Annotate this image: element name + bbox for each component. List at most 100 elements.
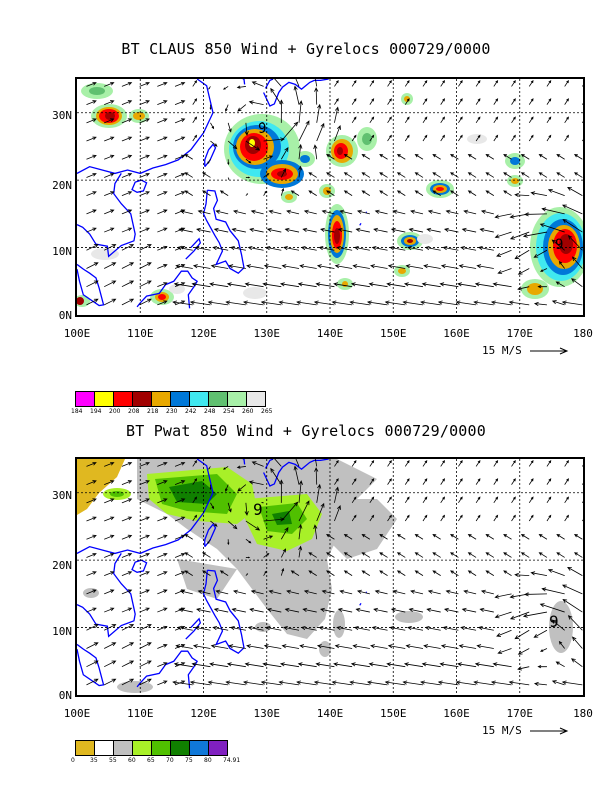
wind-vector-icon: [157, 625, 168, 631]
wind-vector-icon: [266, 227, 282, 233]
wind-vector-icon: [121, 81, 133, 87]
wind-vector-icon: [139, 461, 150, 467]
wind-vector-icon: [414, 154, 424, 160]
wind-vector-icon: [184, 190, 193, 196]
lon-label: 140E: [316, 707, 344, 720]
wind-vector-icon: [121, 678, 135, 686]
wind-vector-icon: [457, 662, 477, 668]
colorbar-swatch: [246, 391, 266, 407]
wind-vector-icon: [546, 496, 552, 504]
wind-vector-icon: [467, 534, 477, 540]
wind-vector-icon: [517, 268, 530, 275]
wind-vector-icon: [570, 278, 583, 288]
wind-vector-icon: [86, 498, 97, 504]
wind-vector-icon: [494, 231, 512, 239]
wind-vector-icon: [547, 188, 565, 197]
wind-vector-icon: [458, 644, 477, 649]
wind-vector-icon: [184, 552, 193, 558]
wind-vector-icon: [564, 459, 569, 467]
wind-vector-icon: [333, 282, 353, 288]
wind-vector-icon: [511, 514, 516, 522]
wind-vector-icon: [192, 496, 198, 504]
wind-vector-icon: [262, 662, 282, 668]
wind-vector-icon: [173, 662, 193, 668]
wind-vector-icon: [564, 496, 569, 504]
wind-vector-icon: [458, 98, 463, 105]
wind-vector-icon: [260, 680, 282, 686]
wind-vector-icon: [485, 534, 495, 540]
wind-vector-icon: [567, 186, 583, 196]
wind-vector-icon: [422, 496, 428, 504]
wind-vector-icon: [343, 534, 353, 540]
wind-vector-icon: [139, 607, 150, 613]
lat-label: 30N: [52, 109, 72, 122]
wind-vector-icon: [396, 190, 406, 196]
wind-vector-icon: [369, 134, 375, 142]
wind-vector-icon: [121, 571, 133, 577]
wind-vector-icon: [290, 190, 300, 196]
wind-vector-icon: [422, 514, 428, 522]
wind-vector-icon: [86, 262, 99, 269]
wind-vector-icon: [528, 98, 534, 105]
wind-vector-icon: [334, 478, 339, 485]
wind-vector-icon: [157, 282, 168, 288]
wind-vector-icon: [528, 514, 534, 522]
wind-vector-icon: [157, 589, 168, 595]
wind-vector-icon: [299, 264, 317, 269]
wind-vector-icon: [414, 190, 424, 196]
wind-vector-icon: [157, 662, 168, 668]
wind-vector-icon: [467, 190, 477, 196]
wind-vector-icon: [422, 134, 428, 142]
wind-vector-icon: [207, 159, 211, 165]
wind-vector-icon: [475, 496, 481, 504]
wind-vector-icon: [404, 134, 410, 142]
wind-vector-icon: [173, 282, 193, 288]
wind-vector-icon: [202, 172, 211, 178]
colorbar-swatch: [113, 740, 133, 756]
wind-vector-icon: [390, 227, 406, 233]
wind-vector-icon: [479, 227, 494, 233]
wind-vector-icon: [263, 570, 267, 576]
wind-vector-icon: [455, 300, 477, 306]
wind-vector-icon: [450, 154, 459, 160]
wind-vector-icon: [520, 154, 530, 160]
wind-vector-icon: [293, 465, 300, 485]
wind-vector-icon: [493, 134, 499, 142]
wind-vector-icon: [157, 461, 168, 467]
wind-vector-icon: [351, 478, 357, 485]
wind-vector-icon: [86, 191, 97, 197]
wind-vector-icon: [197, 209, 211, 215]
coastline: [131, 559, 148, 573]
wind-vector-icon: [546, 478, 552, 485]
wind-vector-icon: [423, 644, 441, 649]
wind-vector-icon: [104, 100, 115, 105]
lon-label: 150E: [380, 327, 407, 340]
wind-vector-icon: [533, 629, 548, 638]
wind-vector-icon: [184, 570, 193, 576]
colorbar-label: 75: [185, 757, 193, 764]
wind-vector-icon: [404, 79, 410, 87]
colorbar-label: 194: [90, 408, 102, 415]
wind-vector-icon: [331, 680, 353, 686]
wind-vector-icon: [528, 79, 534, 87]
lon-label: 120E: [190, 707, 217, 720]
wind-vector-icon: [422, 98, 428, 105]
wind-vector-icon: [326, 552, 335, 558]
wind-vector-icon: [208, 466, 211, 470]
wind-vector-icon: [437, 680, 459, 686]
wind-vector-icon: [461, 607, 477, 613]
wind-vector-icon: [308, 190, 317, 196]
wind-vector-icon: [86, 534, 97, 540]
wind-vector-icon: [320, 607, 335, 613]
panel1-ref-vector: 15 M/S: [482, 344, 570, 357]
pwat-wind-vectors: [86, 459, 583, 687]
wind-vector-icon: [573, 552, 583, 558]
wind-vector-icon: [300, 625, 317, 631]
wind-vector-icon: [533, 249, 548, 258]
coastline: [262, 79, 329, 107]
colorbar-swatch: [113, 391, 133, 407]
wind-vector-icon: [511, 459, 516, 467]
wind-vector-icon: [494, 611, 512, 619]
wind-vector-icon: [458, 478, 463, 485]
wind-vector-icon: [445, 589, 459, 595]
